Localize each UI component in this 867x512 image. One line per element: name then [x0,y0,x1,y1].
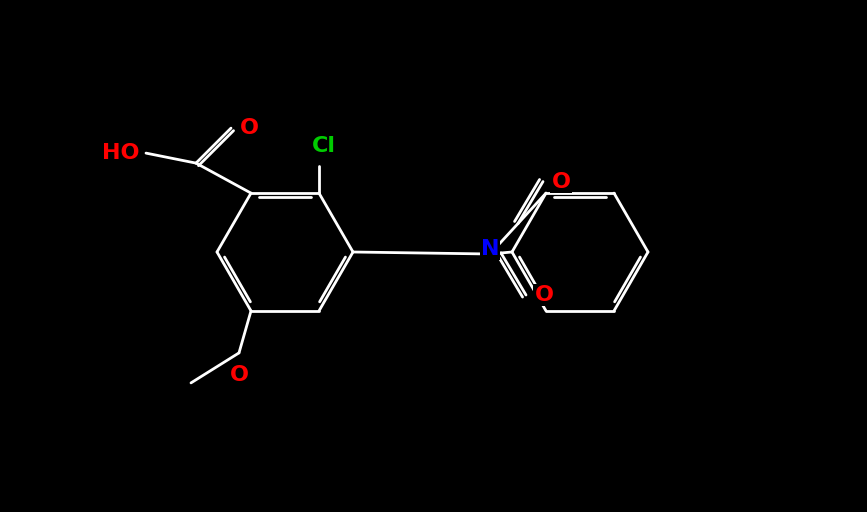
Text: O: O [230,365,249,385]
Text: O: O [551,172,570,191]
Text: HO: HO [102,143,140,163]
Text: Cl: Cl [312,136,336,156]
Text: O: O [239,118,258,138]
Text: O: O [534,285,553,305]
Text: N: N [480,239,499,259]
